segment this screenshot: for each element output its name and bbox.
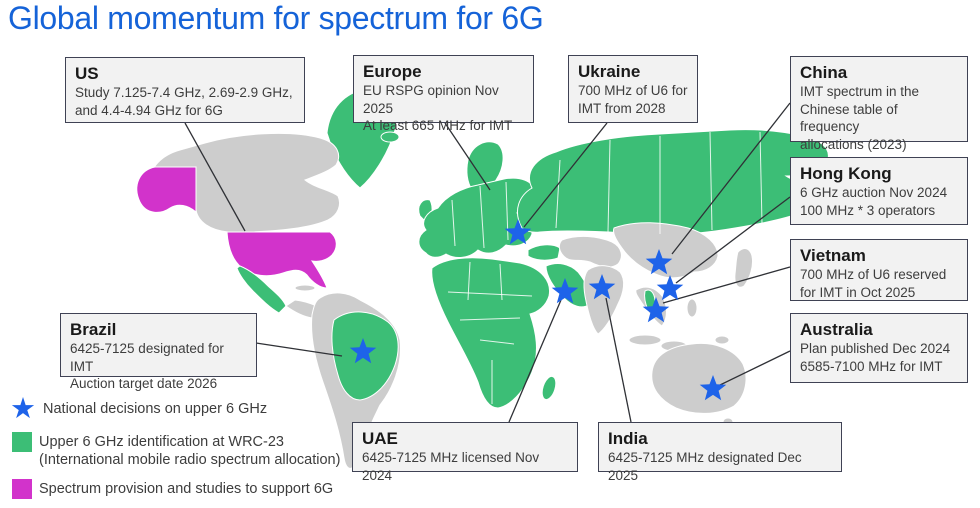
callout-vietnam-title: Vietnam — [800, 246, 866, 265]
leader-australia — [719, 350, 791, 386]
leader-ukraine — [523, 122, 608, 228]
callout-uae-title: UAE — [362, 429, 398, 448]
callout-uae-line-1: 6425-7125 MHz licensed Nov 2024 — [362, 450, 540, 483]
legend-item-2: Upper 6 GHz identification at WRC-23 (Int… — [6, 431, 346, 469]
callout-brazil-line-1: 6425-7125 designated for IMT — [70, 341, 224, 374]
legend-item-3: Spectrum provision and studies to suppor… — [6, 478, 346, 500]
country-borders — [447, 131, 763, 404]
callout-hong-kong-title: Hong Kong — [800, 164, 892, 183]
star-hong-kong — [656, 275, 684, 301]
region-madagascar — [541, 375, 557, 401]
legend-label: Spectrum provision and studies to suppor… — [39, 481, 334, 498]
page-title: Global momentum for spectrum for 6G — [8, 0, 544, 36]
callout-ukraine: Ukraine 700 MHz of U6 for IMT from 2028 — [568, 55, 698, 123]
callout-vietnam-line-2: for IMT in Oct 2025 — [800, 284, 916, 300]
region-africa — [431, 257, 551, 409]
callout-vietnam-line-1: 700 MHz of U6 reserved — [800, 267, 947, 283]
region-china — [613, 222, 719, 279]
callout-uae: UAE 6425-7125 MHz licensed Nov 2024 — [352, 422, 578, 483]
legend-item-1: ★ National decisions on upper 6 GHz — [6, 393, 346, 425]
region-mexico — [236, 265, 287, 314]
region-russia — [517, 129, 829, 236]
callout-china-title: China — [800, 63, 848, 82]
region-alaska — [136, 166, 197, 214]
callout-europe-title: Europe — [363, 62, 422, 81]
legend-star-icon: ★ — [10, 393, 36, 425]
map-stars — [349, 219, 727, 401]
region-australia — [651, 342, 747, 414]
leader-brazil — [255, 342, 343, 357]
callout-us-line-2: and 4.4-4.94 GHz for 6G — [75, 102, 223, 118]
legend: ★ National decisions on upper 6 GHz Upper … — [6, 393, 346, 508]
callout-us-line-1: Study 7.125-7.4 GHz, 2.69-2.9 GHz, — [75, 85, 293, 101]
callout-ukraine-line-2: IMT from 2028 — [578, 100, 666, 116]
region-iceland — [380, 131, 400, 143]
region-canada — [149, 132, 341, 233]
callout-hong-kong: Hong Kong 6 GHz auction Nov 2024 100 MHz *… — [790, 157, 968, 225]
leader-europe — [444, 122, 491, 191]
callout-china: China IMT spectrum in the Chinese table of… — [790, 56, 968, 152]
callout-europe-line-2: At least 665 MHz for IMT — [363, 118, 513, 134]
star-china — [645, 249, 673, 275]
callout-hong-kong-line-2: 100 MHz * 3 operators — [800, 202, 936, 218]
callout-australia-line-2: 6585-7100 MHz for IMT — [800, 358, 943, 374]
leader-uae — [508, 299, 562, 423]
leader-us — [184, 122, 246, 232]
callout-china-line-1: IMT spectrum in the — [800, 84, 920, 100]
callout-us: US Study 7.125-7.4 GHz, 2.69-2.9 GHz, and … — [65, 57, 305, 123]
callout-india-title: India — [608, 429, 648, 448]
legend-label: National decisions on upper 6 GHz — [43, 401, 268, 417]
callout-china-line-3: allocations (2023) — [800, 136, 907, 152]
callout-hong-kong-line-1: 6 GHz auction Nov 2024 — [800, 185, 948, 201]
region-india — [583, 265, 625, 335]
region-scandinavia — [466, 141, 504, 194]
region-cuba — [294, 284, 316, 292]
star-australia — [699, 375, 727, 401]
callout-brazil-title: Brazil — [70, 320, 117, 339]
callout-australia-title: Australia — [800, 320, 873, 339]
callout-brazil: Brazil 6425-7125 designated for IMT Auctio… — [60, 313, 257, 391]
callout-india: India 6425-7125 MHz designated Dec 2025 — [598, 422, 842, 483]
star-uae — [551, 278, 579, 304]
legend-label: Upper 6 GHz identification at WRC-23 (Int… — [39, 434, 341, 469]
callout-india-line-1: 6425-7125 MHz designated Dec 2025 — [608, 450, 802, 483]
star-ukraine — [504, 219, 532, 245]
legend-swatch-icon — [12, 479, 32, 500]
callout-ukraine-title: Ukraine — [578, 62, 641, 81]
star-india — [588, 274, 616, 300]
leader-china — [671, 102, 791, 255]
region-japan — [734, 248, 753, 288]
callout-china-line-2: Chinese table of frequency — [800, 101, 898, 135]
leader-hong-kong — [675, 196, 791, 284]
leader-india — [605, 297, 632, 423]
region-turkey — [527, 244, 561, 261]
region-central-asia — [558, 235, 622, 268]
callout-australia: Australia Plan published Dec 2024 6585-710… — [790, 313, 968, 383]
callout-us-title: US — [75, 64, 99, 83]
leader-lines — [184, 102, 791, 423]
callout-europe: Europe EU RSPG opinion Nov 2025 At least 6… — [353, 55, 534, 133]
landmasses — [136, 89, 829, 469]
leader-vietnam — [662, 266, 791, 304]
callout-brazil-line-2: Auction target date 2026 — [70, 376, 218, 392]
star-brazil — [349, 338, 377, 364]
callout-australia-line-1: Plan published Dec 2024 — [800, 341, 951, 357]
callout-vietnam: Vietnam 700 MHz of U6 reserved for IMT in … — [790, 239, 968, 301]
legend-swatch-icon — [12, 432, 32, 452]
callout-europe-line-1: EU RSPG opinion Nov 2025 — [363, 83, 499, 116]
callout-ukraine-line-1: 700 MHz of U6 for — [578, 83, 688, 99]
region-philippines — [686, 298, 698, 318]
star-vietnam — [642, 297, 670, 323]
